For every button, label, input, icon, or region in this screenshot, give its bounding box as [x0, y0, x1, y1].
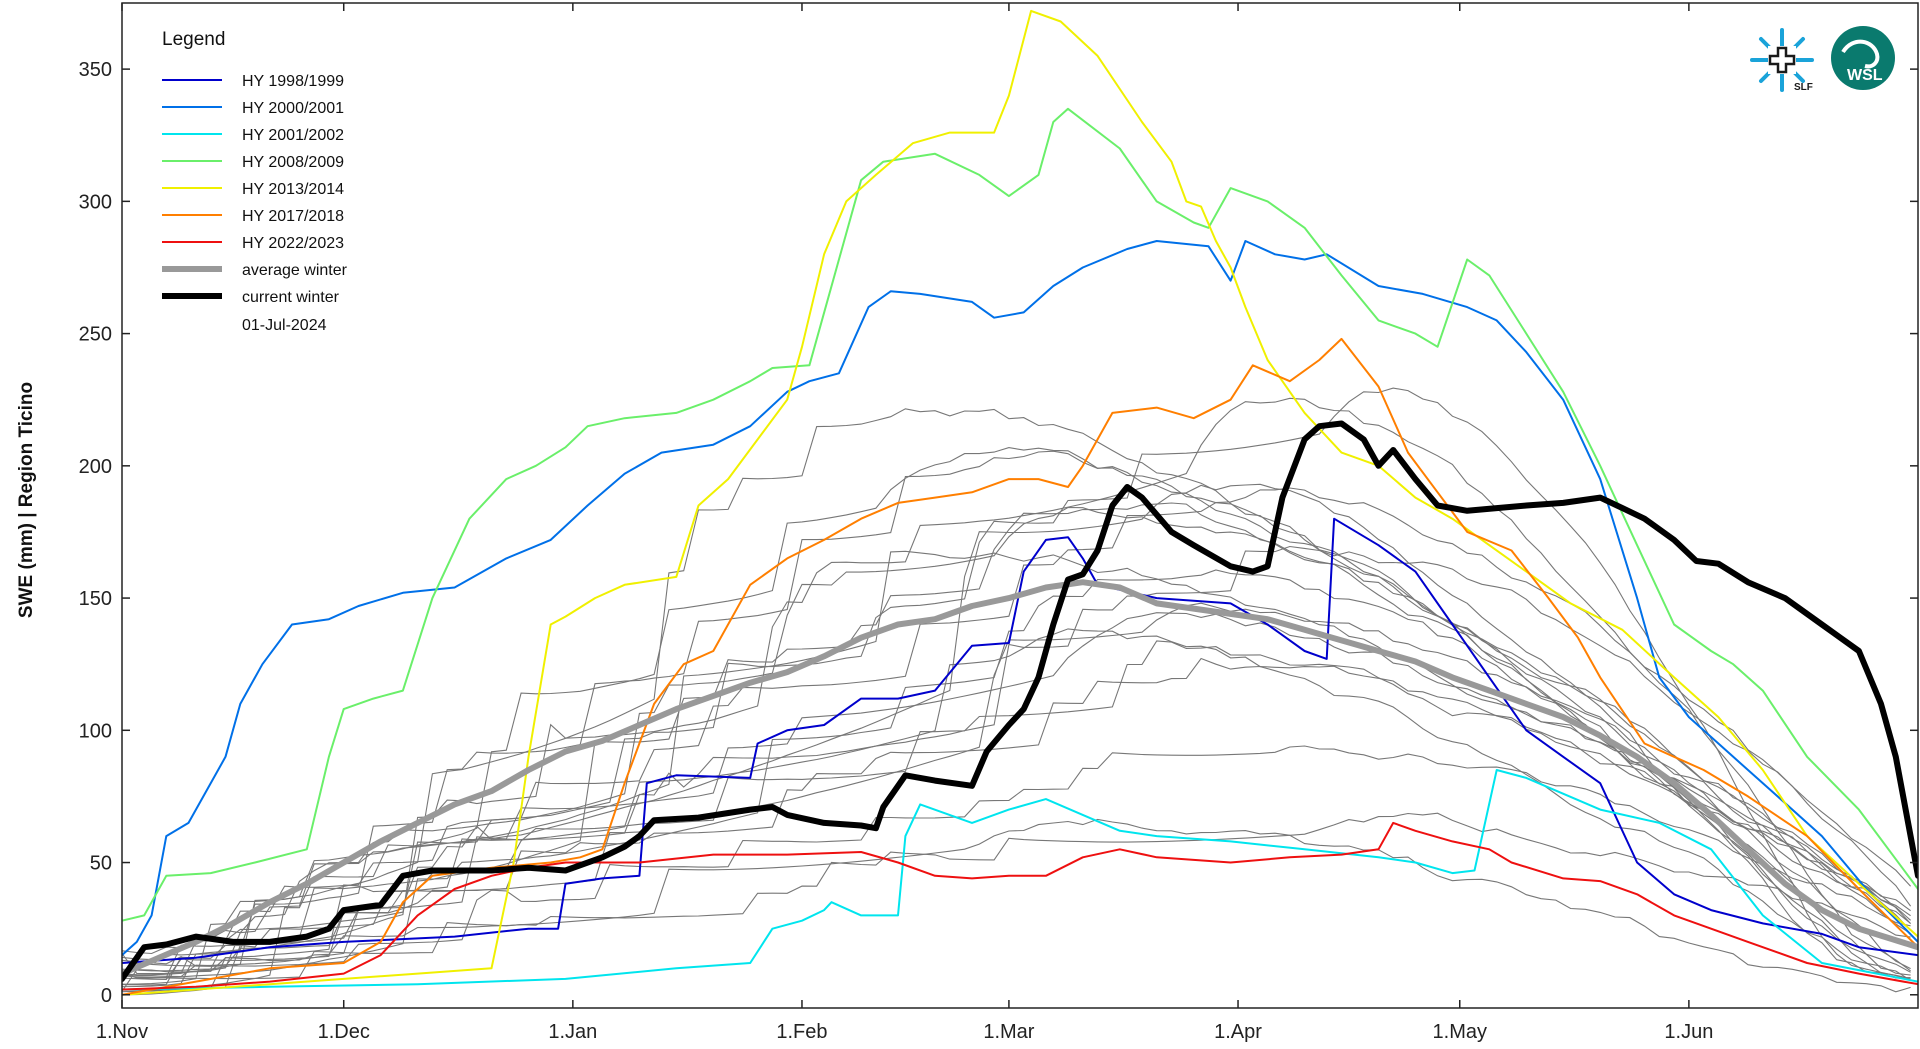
- y-tick-label: 350: [79, 59, 112, 81]
- other-winter-line: [122, 487, 1912, 972]
- series-line: [122, 240, 1918, 957]
- series-line: [122, 579, 1918, 977]
- y-axis-label: SWE (mm) | Region Ticino: [16, 382, 37, 618]
- legend-date: 01-Jul-2024: [242, 317, 327, 334]
- legend-label: HY 2000/2001: [242, 100, 344, 117]
- series-line: [122, 821, 1918, 991]
- other-winter-line: [122, 569, 1911, 981]
- other-winter-line: [122, 550, 1911, 955]
- other-winter-line: [122, 447, 1911, 976]
- series-line: [122, 517, 1918, 964]
- y-tick-label: 300: [79, 191, 112, 213]
- x-tick-label: 1.Jan: [548, 1021, 597, 1043]
- wsl-logo: WSL: [1831, 26, 1895, 90]
- other-winter-line: [122, 812, 1911, 980]
- other-winter-line: [122, 397, 1911, 972]
- legend-label: HY 2001/2002: [242, 127, 344, 144]
- other-winter-line: [122, 483, 1911, 993]
- x-tick-label: 1.Mar: [983, 1021, 1034, 1043]
- x-tick-label: 1.Apr: [1214, 1021, 1262, 1043]
- series-lines: [122, 9, 1918, 996]
- legend-label: HY 2017/2018: [242, 208, 344, 225]
- legend-label: HY 2008/2009: [242, 154, 344, 171]
- other-winter-line: [122, 628, 1911, 992]
- x-axis: 1.Nov 1.Dec 1.Jan 1.Feb 1.Mar 1.Apr 1.May 1.Jun: [96, 3, 1713, 1043]
- y-tick-label: 50: [90, 853, 112, 875]
- other-winter-line: [122, 818, 1911, 993]
- y-axis: 0 50 100 150 200 250 300 350: [79, 59, 1918, 1007]
- legend: Legend HY 1998/1999 HY 2000/2001 HY 2001/2…: [162, 29, 348, 334]
- legend-label: average winter: [242, 262, 348, 279]
- wsl-logo-text: WSL: [1847, 67, 1883, 84]
- other-winter-line: [122, 745, 1911, 978]
- y-tick-label: 0: [101, 985, 112, 1007]
- series-line: [122, 769, 1918, 991]
- other-winter-line: [122, 506, 1912, 975]
- y-tick-label: 150: [79, 588, 112, 610]
- y-tick-label: 250: [79, 324, 112, 346]
- slf-logo: SLF: [1750, 28, 1814, 93]
- plot-frame: [121, 2, 1919, 1009]
- x-tick-label: 1.Jun: [1664, 1021, 1713, 1043]
- series-line: [122, 107, 1918, 922]
- x-tick-label: 1.May: [1433, 1021, 1487, 1043]
- other-winter-line: [122, 657, 1912, 981]
- series-line: [122, 337, 1918, 996]
- other-winter-line: [122, 387, 1911, 981]
- x-tick-label: 1.Dec: [318, 1021, 370, 1043]
- series-line: [122, 420, 1918, 982]
- other-winter-line: [122, 408, 1911, 985]
- x-tick-label: 1.Feb: [776, 1021, 827, 1043]
- y-tick-label: 100: [79, 720, 112, 742]
- legend-label: HY 1998/1999: [242, 73, 344, 90]
- slf-logo-text: SLF: [1794, 82, 1813, 93]
- legend-label: HY 2013/2014: [242, 181, 344, 198]
- other-winter-line: [122, 545, 1912, 967]
- legend-label: current winter: [242, 289, 340, 306]
- legend-title: Legend: [162, 29, 225, 50]
- y-tick-label: 200: [79, 456, 112, 478]
- legend-label: HY 2022/2023: [242, 235, 344, 252]
- x-tick-label: 1.Nov: [96, 1021, 148, 1043]
- series-line: [122, 9, 1918, 996]
